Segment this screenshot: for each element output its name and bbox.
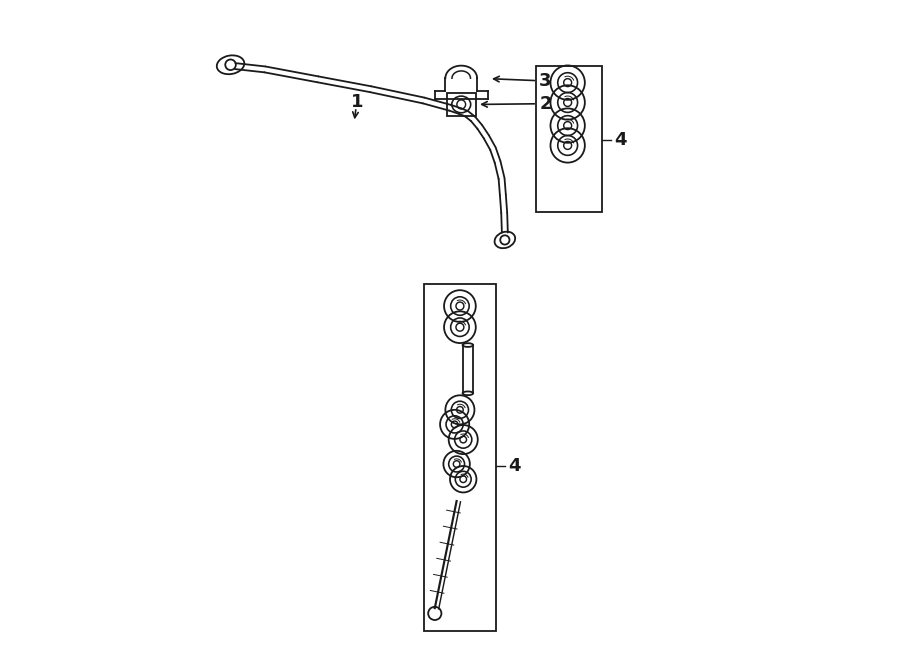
Bar xyxy=(446,93,476,116)
Bar xyxy=(536,66,602,212)
Text: 2: 2 xyxy=(539,95,552,113)
Bar xyxy=(424,284,496,631)
Text: 3: 3 xyxy=(539,71,552,90)
Text: 4: 4 xyxy=(614,131,626,149)
Text: 4: 4 xyxy=(508,457,521,475)
Text: 1: 1 xyxy=(351,93,364,112)
